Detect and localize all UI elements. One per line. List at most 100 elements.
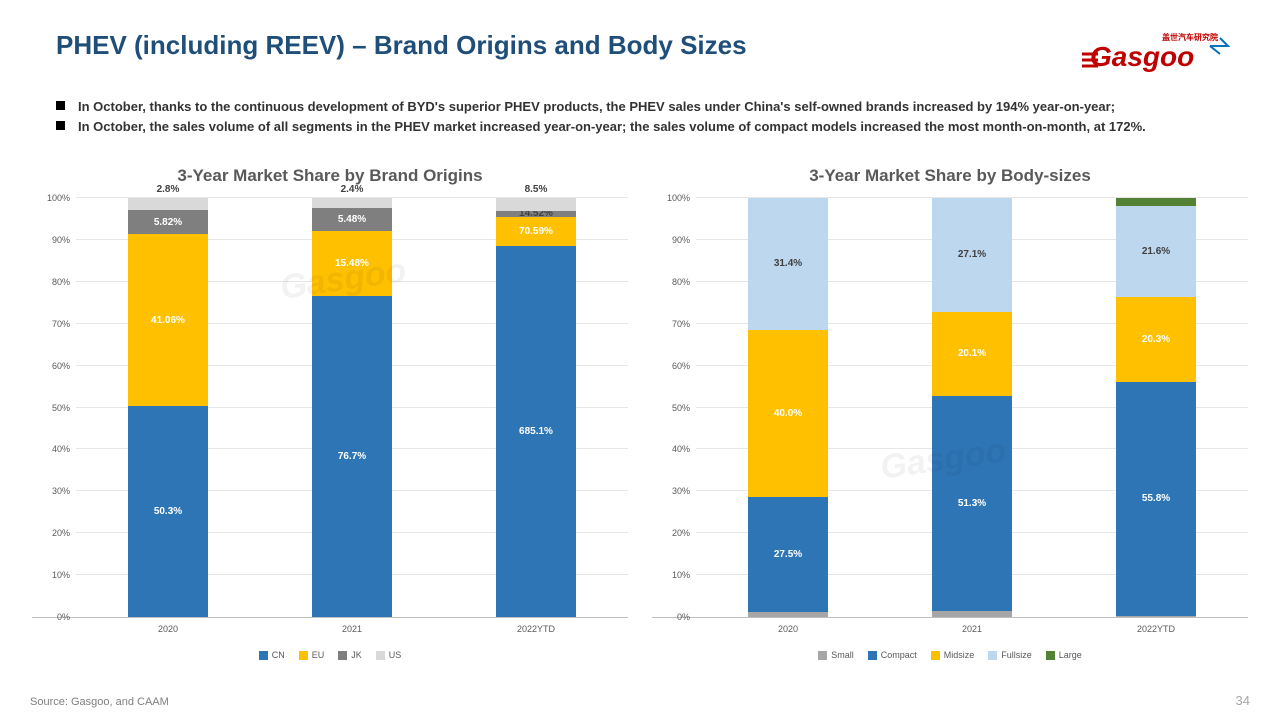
segment-Fullsize: 31.4%: [748, 198, 828, 330]
legend-item-Fullsize: Fullsize: [988, 650, 1032, 660]
page-number: 34: [1236, 693, 1250, 708]
legend-label: US: [389, 650, 402, 660]
segment-JK: 5.82%: [128, 210, 208, 234]
segment-label: 31.4%: [774, 258, 802, 269]
bar-2022YTD: 55.8% 20.3% 21.6%: [1116, 198, 1196, 617]
legend-swatch: [376, 651, 385, 660]
chart-brand-origins: 3-Year Market Share by Brand Origins 0% 1…: [32, 166, 628, 660]
bar-2021: 76.7% 15.48% 5.48% 2.4%: [312, 198, 392, 617]
legend-swatch: [259, 651, 268, 660]
segment-label: 5.82%: [154, 217, 182, 228]
legend-swatch: [1046, 651, 1055, 660]
y-tick: 70%: [672, 319, 690, 329]
legend-label: Midsize: [944, 650, 975, 660]
y-tick: 20%: [52, 528, 70, 538]
segment-label: 20.1%: [958, 348, 986, 359]
chart2-title: 3-Year Market Share by Body-sizes: [652, 166, 1248, 186]
segment-label: 76.7%: [338, 451, 366, 462]
y-tick: 60%: [52, 361, 70, 371]
legend-item-EU: EU: [299, 650, 325, 660]
x-label: 2020: [696, 618, 880, 634]
segment-EU: 41.06%: [128, 234, 208, 406]
segment-CN: 76.7%: [312, 296, 392, 617]
y-tick: 100%: [667, 193, 690, 203]
y-tick: 20%: [672, 528, 690, 538]
segment-US: 2.8%: [128, 198, 208, 210]
segment-CN: 685.1%: [496, 246, 576, 617]
y-tick: 80%: [52, 277, 70, 287]
segment-label: 5.48%: [338, 214, 366, 225]
segment-label: 50.3%: [154, 506, 182, 517]
page-title: PHEV (including REEV) – Brand Origins an…: [56, 30, 747, 61]
chart-body-sizes: 3-Year Market Share by Body-sizes 0% 10% 2…: [652, 166, 1248, 660]
bar-2020: 27.5% 40.0% 31.4%: [748, 198, 828, 617]
x-label: 2022YTD: [1064, 618, 1248, 634]
y-tick: 70%: [52, 319, 70, 329]
legend-swatch: [338, 651, 347, 660]
segment-Compact: 55.8%: [1116, 382, 1196, 616]
segment-Midsize: 20.3%: [1116, 297, 1196, 382]
segment-EU: 70.59%: [496, 217, 576, 247]
legend-item-Large: Large: [1046, 650, 1082, 660]
segment-Midsize: 40.0%: [748, 330, 828, 498]
segment-Small: [1116, 616, 1196, 617]
legend-label: Fullsize: [1001, 650, 1032, 660]
segment-Small: [748, 612, 828, 617]
segment-JK: 5.48%: [312, 208, 392, 231]
bar-2020: 50.3% 41.06% 5.82% 2.8%: [128, 198, 208, 617]
bullet-list: In October, thanks to the continuous dev…: [0, 79, 1280, 136]
legend-swatch: [931, 651, 940, 660]
segment-label: 27.1%: [958, 249, 986, 260]
bar-2021: 51.3% 20.1% 27.1%: [932, 198, 1012, 617]
segment-Small: [932, 611, 1012, 617]
segment-label: 685.1%: [519, 426, 553, 437]
segment-JK: 14.52%: [496, 211, 576, 217]
legend-swatch: [868, 651, 877, 660]
x-label: 2021: [260, 618, 444, 634]
x-label: 2022YTD: [444, 618, 628, 634]
segment-Fullsize: 21.6%: [1116, 206, 1196, 297]
y-tick: 50%: [52, 403, 70, 413]
y-tick: 40%: [52, 444, 70, 454]
segment-label: 41.06%: [151, 315, 185, 326]
segment-label: 70.59%: [519, 226, 553, 237]
y-tick: 10%: [672, 570, 690, 580]
legend-item-CN: CN: [259, 650, 285, 660]
legend-label: EU: [312, 650, 325, 660]
segment-label: 2.8%: [157, 184, 180, 195]
segment-Large: [1116, 198, 1196, 206]
source-footer: Source: Gasgoo, and CAAM: [30, 696, 169, 708]
y-tick: 30%: [672, 486, 690, 496]
bullet-1: In October, thanks to the continuous dev…: [56, 97, 1240, 117]
legend-item-Small: Small: [818, 650, 854, 660]
y-tick: 40%: [672, 444, 690, 454]
legend-item-JK: JK: [338, 650, 362, 660]
x-label: 2021: [880, 618, 1064, 634]
segment-label: 2.4%: [341, 184, 364, 195]
bullet-2: In October, the sales volume of all segm…: [56, 117, 1240, 137]
y-tick: 90%: [52, 235, 70, 245]
legend-label: CN: [272, 650, 285, 660]
segment-label: 21.6%: [1142, 246, 1170, 257]
chart1-title: 3-Year Market Share by Brand Origins: [32, 166, 628, 186]
y-tick: 0%: [677, 612, 690, 622]
segment-EU: 15.48%: [312, 231, 392, 296]
segment-label: 40.0%: [774, 408, 802, 419]
segment-label: 15.48%: [335, 258, 369, 269]
segment-label: 27.5%: [774, 549, 802, 560]
y-tick: 0%: [57, 612, 70, 622]
legend-label: Small: [831, 650, 854, 660]
legend-item-US: US: [376, 650, 402, 660]
segment-Fullsize: 27.1%: [932, 198, 1012, 312]
y-tick: 80%: [672, 277, 690, 287]
gasgoo-logo: 盖世汽车研究院 Gasgoo: [1080, 30, 1230, 79]
segment-label: 20.3%: [1142, 334, 1170, 345]
legend-swatch: [988, 651, 997, 660]
segment-label: 55.8%: [1142, 493, 1170, 504]
legend-label: Compact: [881, 650, 917, 660]
x-label: 2020: [76, 618, 260, 634]
segment-US: 2.4%: [312, 198, 392, 208]
y-tick: 30%: [52, 486, 70, 496]
segment-Compact: 51.3%: [932, 396, 1012, 611]
legend-item-Compact: Compact: [868, 650, 917, 660]
